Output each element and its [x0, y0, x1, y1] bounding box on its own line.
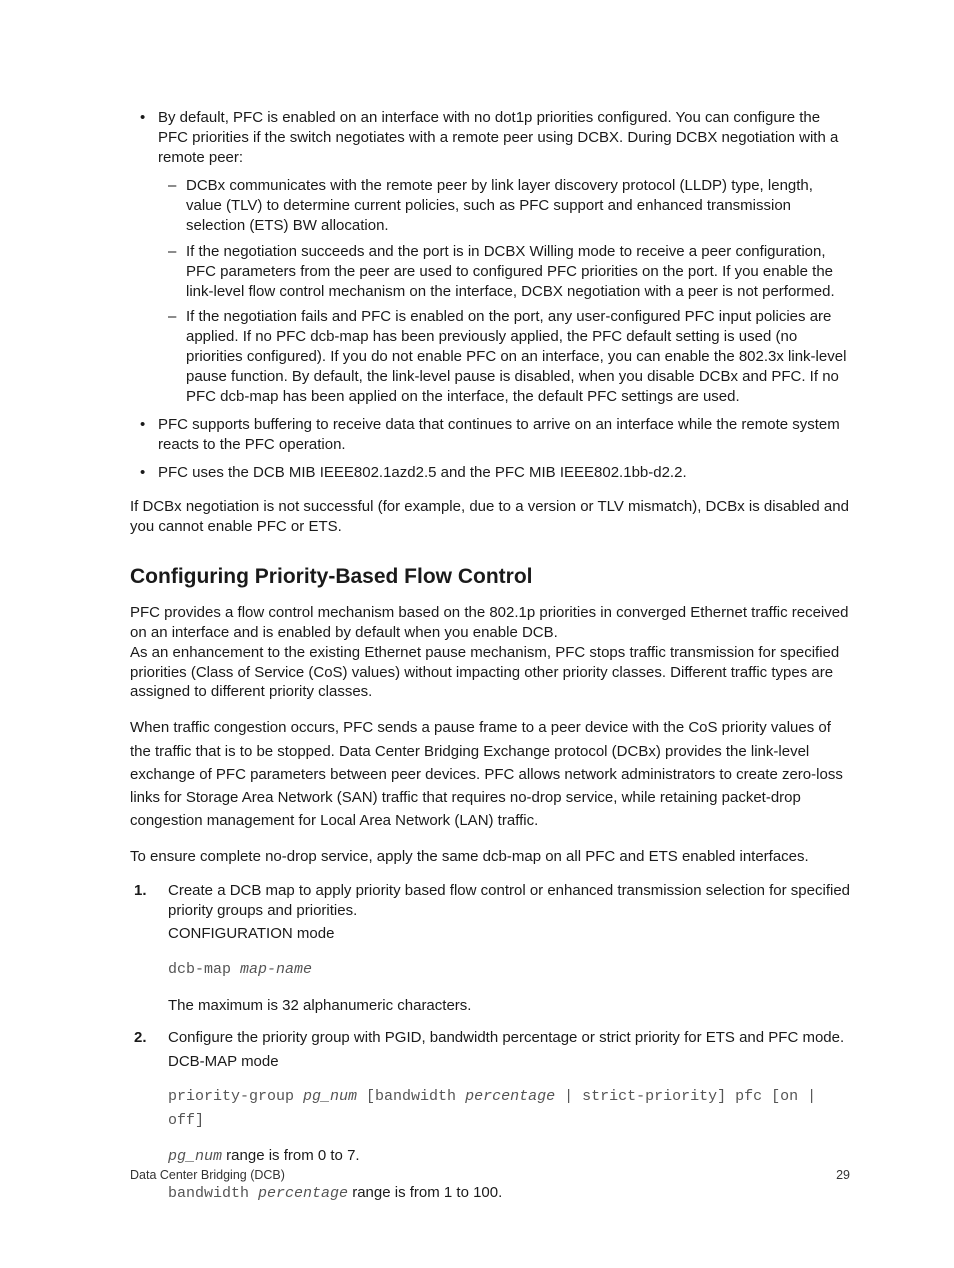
steps-list: Create a DCB map to apply priority based…	[130, 881, 850, 1204]
sub-bullet-item: If the negotiation succeeds and the port…	[186, 242, 850, 302]
paragraph: As an enhancement to the existing Ethern…	[130, 643, 850, 703]
code-var: pg_num	[168, 1148, 222, 1165]
code-text: dcb-map	[168, 961, 240, 978]
code-var: percentage	[465, 1088, 555, 1105]
bullet-item: PFC supports buffering to receive data t…	[158, 415, 850, 455]
note-text: range is from 1 to 100.	[348, 1184, 502, 1201]
footer-page-number: 29	[836, 1168, 850, 1182]
paragraph: PFC provides a flow control mechanism ba…	[130, 603, 850, 643]
code-block: priority-group pg_num [bandwidth percent…	[168, 1085, 850, 1132]
paragraph: If DCBx negotiation is not successful (f…	[130, 497, 850, 537]
bullet-item: PFC uses the DCB MIB IEEE802.1azd2.5 and…	[158, 463, 850, 483]
code-text: priority-group	[168, 1088, 303, 1105]
step-text: Create a DCB map to apply priority based…	[168, 881, 850, 921]
bullet-item: By default, PFC is enabled on an interfa…	[158, 108, 850, 407]
code-var: percentage	[258, 1185, 348, 1202]
code-var: map-name	[240, 961, 312, 978]
sub-bullet-list: DCBx communicates with the remote peer b…	[158, 176, 850, 407]
bullet-text: By default, PFC is enabled on an interfa…	[158, 109, 838, 166]
footer-left: Data Center Bridging (DCB)	[130, 1168, 285, 1182]
code-text: bandwidth	[168, 1185, 258, 1202]
section-heading: Configuring Priority-Based Flow Control	[130, 563, 850, 591]
note-text: range is from 0 to 7.	[222, 1147, 360, 1164]
step-note: bandwidth percentage range is from 1 to …	[168, 1183, 850, 1204]
step-note: pg_num range is from 0 to 7.	[168, 1146, 850, 1167]
step-note: The maximum is 32 alphanumeric character…	[168, 996, 850, 1016]
page-footer: Data Center Bridging (DCB) 29	[130, 1168, 850, 1182]
code-block: dcb-map map-name	[168, 958, 850, 981]
step-mode: DCB-MAP mode	[168, 1052, 850, 1072]
code-var: pg_num	[303, 1088, 357, 1105]
step-item: Create a DCB map to apply priority based…	[168, 881, 850, 1016]
sub-bullet-item: If the negotiation fails and PFC is enab…	[186, 307, 850, 407]
top-bullet-list: By default, PFC is enabled on an interfa…	[130, 108, 850, 483]
paragraph: To ensure complete no-drop service, appl…	[130, 847, 850, 867]
step-text: Configure the priority group with PGID, …	[168, 1028, 850, 1048]
step-mode: CONFIGURATION mode	[168, 924, 850, 944]
code-text: [bandwidth	[357, 1088, 465, 1105]
paragraph: When traffic congestion occurs, PFC send…	[130, 716, 850, 832]
page-content: By default, PFC is enabled on an interfa…	[130, 108, 850, 1216]
sub-bullet-item: DCBx communicates with the remote peer b…	[186, 176, 850, 236]
